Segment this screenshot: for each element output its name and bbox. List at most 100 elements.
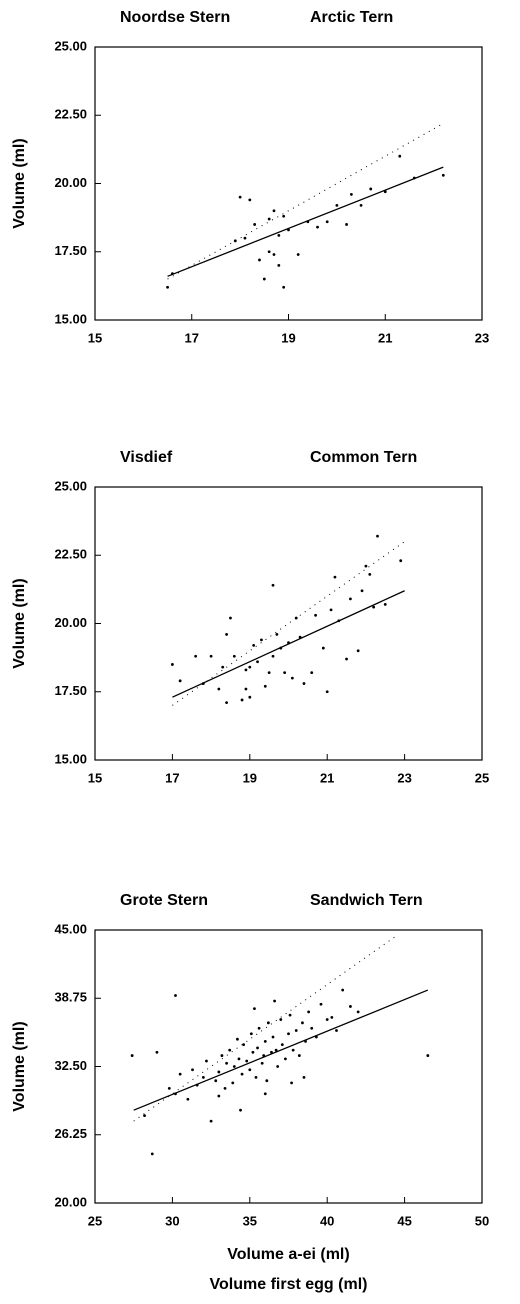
y-tick-label: 20.00 xyxy=(54,1194,87,1209)
data-point xyxy=(349,193,353,196)
x-tick-label: 15 xyxy=(88,770,102,785)
data-point xyxy=(178,1072,182,1076)
data-point xyxy=(296,253,300,256)
identity-line xyxy=(167,123,444,280)
chart-title: Noordse Stern xyxy=(120,9,230,26)
data-point xyxy=(240,1072,244,1076)
data-point xyxy=(265,1079,269,1083)
y-tick-label: 17.50 xyxy=(54,243,87,258)
data-point xyxy=(356,1010,360,1014)
y-axis-label: Volume (ml) xyxy=(11,1021,28,1111)
data-point xyxy=(244,668,248,672)
y-axis-label: Volume (ml) xyxy=(11,578,28,668)
data-point xyxy=(243,236,247,240)
data-point xyxy=(253,223,257,226)
data-point xyxy=(229,616,232,620)
data-point xyxy=(321,646,325,650)
x-tick-label: 30 xyxy=(165,1213,179,1228)
data-point xyxy=(257,1026,261,1030)
x-tick-label: 25 xyxy=(475,770,489,785)
data-point xyxy=(277,233,281,237)
data-point xyxy=(341,988,345,992)
data-point xyxy=(272,253,276,256)
data-point xyxy=(364,564,368,568)
data-point xyxy=(302,1076,306,1079)
data-point xyxy=(368,572,372,576)
data-point xyxy=(248,1068,252,1072)
data-point xyxy=(262,277,266,281)
data-point xyxy=(325,220,329,224)
x-tick-label: 19 xyxy=(243,770,257,785)
y-tick-label: 15.00 xyxy=(54,751,87,766)
x-tick-label: 19 xyxy=(281,330,295,345)
data-point xyxy=(271,654,275,658)
chart-subtitle: Common Tern xyxy=(310,449,417,466)
data-point xyxy=(297,1054,301,1057)
y-axis-label: Volume (ml) xyxy=(11,138,28,228)
data-point xyxy=(256,1046,259,1050)
data-point xyxy=(237,1057,241,1061)
data-point xyxy=(228,1048,232,1052)
chart-title: Grote Stern xyxy=(120,892,208,909)
plot-frame xyxy=(94,46,483,321)
x-tick-label: 40 xyxy=(320,1213,334,1228)
data-point xyxy=(249,1032,253,1036)
y-tick-label: 32.50 xyxy=(54,1058,87,1073)
data-point xyxy=(167,1086,171,1090)
data-point xyxy=(214,1079,218,1083)
data-point xyxy=(349,597,352,601)
x-axis-label: Volume first egg (ml) xyxy=(210,1276,368,1293)
data-point xyxy=(335,203,339,207)
x-tick-label: 50 xyxy=(475,1213,489,1228)
data-point xyxy=(314,613,317,617)
data-point xyxy=(271,583,275,587)
data-point xyxy=(220,1054,224,1057)
data-point xyxy=(301,1021,304,1025)
data-point xyxy=(307,1010,311,1014)
y-tick-label: 45.00 xyxy=(54,921,87,936)
data-point xyxy=(288,1013,292,1017)
data-point xyxy=(245,1059,249,1063)
data-point xyxy=(205,1059,208,1063)
data-point xyxy=(217,687,221,691)
data-point xyxy=(191,1068,194,1072)
x-tick-label: 23 xyxy=(475,330,489,345)
data-point xyxy=(263,1039,267,1043)
data-point xyxy=(274,1048,278,1052)
x-tick-label: 45 xyxy=(397,1213,411,1228)
data-point xyxy=(223,1086,227,1090)
data-point xyxy=(244,687,248,691)
x-tick-label: 23 xyxy=(397,770,411,785)
chart-subtitle: Sandwich Tern xyxy=(310,892,423,909)
data-point xyxy=(155,1050,159,1054)
data-point xyxy=(267,250,271,254)
data-point xyxy=(276,1065,280,1068)
data-point xyxy=(248,665,252,669)
data-point xyxy=(248,198,252,202)
y-tick-label: 38.75 xyxy=(54,990,87,1005)
y-tick-label: 25.00 xyxy=(54,38,87,53)
data-point xyxy=(171,663,174,666)
data-point xyxy=(372,605,376,609)
fit-line xyxy=(172,590,405,698)
data-point xyxy=(232,654,236,658)
data-point xyxy=(325,1018,329,1021)
data-point xyxy=(282,285,286,289)
data-point xyxy=(280,1043,284,1047)
data-point xyxy=(272,209,276,213)
y-tick-label: 25.00 xyxy=(54,478,87,493)
data-point xyxy=(194,654,198,658)
data-point xyxy=(174,994,177,997)
data-point xyxy=(441,173,445,177)
data-point xyxy=(329,608,333,612)
chart-subtitle: Arctic Tern xyxy=(310,9,393,26)
fit-line xyxy=(133,989,429,1111)
data-point xyxy=(290,676,294,680)
data-point xyxy=(399,559,403,563)
chart-title: Visdief xyxy=(120,449,173,466)
x-axis-label: Volume a-ei (ml) xyxy=(227,1246,349,1263)
data-point xyxy=(335,1029,338,1032)
data-point xyxy=(349,1005,352,1008)
data-point xyxy=(225,1061,228,1065)
